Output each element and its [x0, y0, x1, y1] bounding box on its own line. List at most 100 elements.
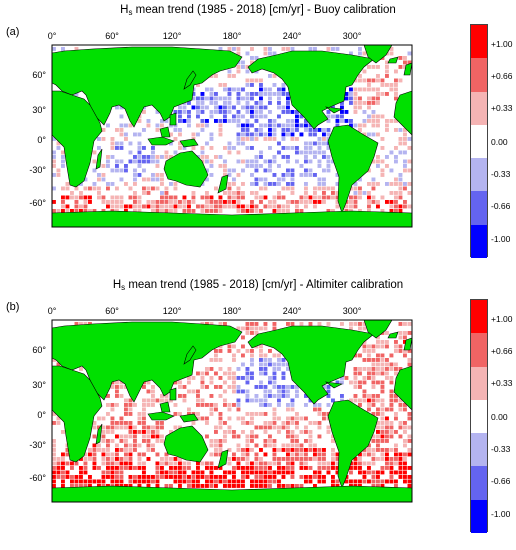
trend-cell — [128, 398, 133, 403]
trend-cell — [155, 434, 160, 439]
trend-cell — [223, 114, 227, 119]
trend-cell — [362, 479, 367, 484]
trend-cell — [245, 159, 250, 164]
landmass — [327, 124, 379, 214]
trend-cell — [389, 353, 394, 358]
trend-cell — [281, 376, 286, 380]
trend-cell — [232, 114, 236, 119]
trend-cell — [110, 141, 115, 146]
trend-cell — [277, 367, 281, 371]
landmass — [51, 321, 243, 403]
trend-cell — [385, 60, 389, 65]
trend-cell — [205, 461, 209, 466]
trend-cell — [137, 416, 142, 421]
panel-label: (b) — [6, 301, 20, 313]
trend-cell — [371, 123, 376, 128]
trend-cell — [124, 484, 128, 488]
trend-cell — [322, 128, 326, 132]
trend-cell — [394, 443, 398, 448]
trend-cell — [380, 209, 385, 213]
trend-cell — [268, 146, 272, 150]
trend-cell — [290, 434, 295, 439]
trend-cell — [394, 461, 398, 466]
trend-cell — [268, 47, 272, 51]
trend-cell — [218, 204, 223, 209]
trend-cell — [232, 376, 236, 380]
trend-cell — [268, 137, 272, 141]
trend-cell — [272, 159, 277, 164]
trend-cell — [236, 87, 241, 92]
trend-cell — [146, 191, 151, 195]
trend-cell — [263, 430, 268, 434]
trend-cell — [232, 191, 236, 195]
trend-cell — [326, 389, 331, 394]
trend-cell — [317, 407, 322, 412]
trend-cell — [218, 47, 223, 51]
trend-cell — [277, 96, 281, 101]
trend-cell — [137, 466, 142, 470]
landmass — [95, 423, 103, 445]
trend-cell — [322, 191, 326, 195]
trend-cell — [268, 484, 272, 488]
trend-cell — [52, 479, 56, 484]
trend-cell — [286, 407, 290, 412]
trend-cell — [295, 394, 299, 398]
trend-cell — [367, 371, 371, 376]
trend-cell — [187, 200, 191, 204]
trend-cell — [223, 110, 227, 114]
trend-cell — [128, 204, 133, 209]
trend-cell — [398, 177, 403, 182]
trend-cell — [250, 376, 254, 380]
trend-cell — [236, 119, 241, 123]
trend-cell — [119, 457, 124, 461]
trend-cell — [110, 200, 115, 204]
trend-cell — [83, 204, 88, 209]
trend-cell — [385, 155, 389, 159]
trend-cell — [178, 141, 182, 146]
trend-cell — [115, 168, 119, 173]
trend-cell — [272, 443, 277, 448]
trend-cell — [241, 209, 245, 213]
trend-cell — [218, 195, 223, 200]
trend-cell — [389, 150, 394, 155]
trend-cell — [286, 132, 290, 137]
trend-cell — [380, 83, 385, 87]
trend-cell — [376, 394, 380, 398]
trend-cell — [128, 457, 133, 461]
trend-cell — [182, 461, 187, 466]
trend-cell — [277, 385, 281, 389]
trend-cell — [277, 466, 281, 470]
trend-cell — [92, 443, 97, 448]
trend-cell — [65, 452, 70, 457]
trend-cell — [241, 484, 245, 488]
lat-tick-label: 60° — [32, 345, 46, 355]
trend-cell — [259, 371, 263, 376]
trend-cell — [394, 182, 398, 186]
trend-cell — [385, 430, 389, 434]
trend-cell — [70, 475, 74, 479]
trend-cell — [205, 105, 209, 110]
trend-cell — [277, 358, 281, 362]
trend-cell — [173, 425, 178, 430]
trend-cell — [335, 479, 340, 484]
trend-cell — [205, 434, 209, 439]
trend-cell — [200, 146, 205, 150]
trend-cell — [277, 448, 281, 452]
trend-cell — [250, 412, 254, 416]
trend-cell — [385, 331, 389, 335]
trend-cell — [133, 403, 137, 407]
trend-cell — [106, 475, 110, 479]
trend-cell — [133, 173, 137, 177]
trend-cell — [331, 195, 335, 200]
trend-cell — [277, 105, 281, 110]
trend-cell — [133, 159, 137, 164]
colorbar-segment — [471, 433, 487, 467]
landmass — [247, 325, 375, 405]
trend-cell — [178, 412, 182, 416]
trend-cell — [209, 92, 214, 96]
trend-cell — [385, 457, 389, 461]
trend-cell — [227, 150, 232, 155]
trend-cell — [241, 353, 245, 358]
trend-cell — [151, 443, 155, 448]
trend-cell — [272, 439, 277, 443]
